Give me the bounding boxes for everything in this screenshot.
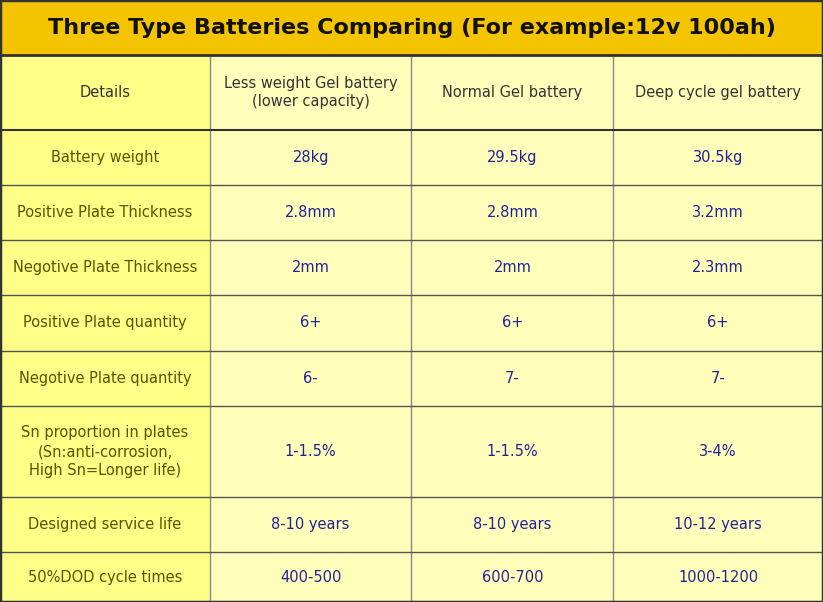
Bar [210, 406, 412, 497]
Text: Details: Details [80, 85, 130, 100]
Text: 7-: 7- [505, 371, 519, 386]
Bar [210, 185, 412, 240]
Text: Positive Plate Thickness: Positive Plate Thickness [17, 205, 193, 220]
Text: Positive Plate quantity: Positive Plate quantity [23, 315, 187, 330]
Text: Battery weight: Battery weight [51, 150, 159, 165]
Bar [0, 0, 823, 55]
Bar [412, 350, 613, 406]
Bar [0, 350, 210, 406]
Text: 1-1.5%: 1-1.5% [285, 444, 337, 459]
Bar [613, 129, 823, 185]
Bar [210, 129, 412, 185]
Bar [0, 296, 210, 350]
Bar [613, 55, 823, 129]
Bar [613, 553, 823, 602]
Text: Sn proportion in plates
(Sn:anti-corrosion,
High Sn=Longer life): Sn proportion in plates (Sn:anti-corrosi… [21, 426, 188, 477]
Bar [613, 406, 823, 497]
Text: Designed service life: Designed service life [28, 517, 182, 532]
Bar [210, 350, 412, 406]
Bar [613, 240, 823, 296]
Text: 3.2mm: 3.2mm [692, 205, 744, 220]
Text: Less weight Gel battery
(lower capacity): Less weight Gel battery (lower capacity) [224, 76, 398, 109]
Text: 10-12 years: 10-12 years [674, 517, 762, 532]
Text: Negotive Plate quantity: Negotive Plate quantity [19, 371, 191, 386]
Text: 2mm: 2mm [493, 260, 532, 275]
Text: Normal Gel battery: Normal Gel battery [442, 85, 583, 100]
Bar [0, 240, 210, 296]
Bar [0, 406, 210, 497]
Text: 30.5kg: 30.5kg [693, 150, 743, 165]
Text: 29.5kg: 29.5kg [487, 150, 537, 165]
Text: 2.8mm: 2.8mm [486, 205, 538, 220]
Text: 28kg: 28kg [292, 150, 329, 165]
Bar [210, 296, 412, 350]
Text: 3-4%: 3-4% [700, 444, 737, 459]
Bar [412, 185, 613, 240]
Text: 6-: 6- [304, 371, 318, 386]
Bar [0, 497, 210, 553]
Text: Three Type Batteries Comparing (For example:12v 100ah): Three Type Batteries Comparing (For exam… [48, 17, 775, 37]
Bar [412, 497, 613, 553]
Bar [0, 185, 210, 240]
Bar [0, 129, 210, 185]
Text: Deep cycle gel battery: Deep cycle gel battery [635, 85, 801, 100]
Bar [210, 55, 412, 129]
Text: 6+: 6+ [502, 315, 523, 330]
Text: 2mm: 2mm [291, 260, 330, 275]
Text: 600-700: 600-700 [481, 569, 543, 585]
Bar [613, 497, 823, 553]
Bar [613, 296, 823, 350]
Bar [613, 185, 823, 240]
Bar [210, 497, 412, 553]
Text: 1000-1200: 1000-1200 [678, 569, 758, 585]
Text: 2.3mm: 2.3mm [692, 260, 744, 275]
Bar [412, 55, 613, 129]
Bar [412, 240, 613, 296]
Bar [210, 240, 412, 296]
Text: Negotive Plate Thickness: Negotive Plate Thickness [12, 260, 198, 275]
Text: 7-: 7- [711, 371, 725, 386]
Text: 6+: 6+ [300, 315, 321, 330]
Bar [412, 553, 613, 602]
Bar [210, 553, 412, 602]
Bar [412, 406, 613, 497]
Bar [412, 129, 613, 185]
Text: 6+: 6+ [708, 315, 728, 330]
Text: 2.8mm: 2.8mm [285, 205, 337, 220]
Bar [412, 296, 613, 350]
Bar [613, 350, 823, 406]
Text: 1-1.5%: 1-1.5% [486, 444, 538, 459]
Text: 8-10 years: 8-10 years [272, 517, 350, 532]
Text: 50%DOD cycle times: 50%DOD cycle times [28, 569, 182, 585]
Text: 8-10 years: 8-10 years [473, 517, 551, 532]
Text: 400-500: 400-500 [280, 569, 342, 585]
Bar [0, 55, 210, 129]
Bar [0, 553, 210, 602]
